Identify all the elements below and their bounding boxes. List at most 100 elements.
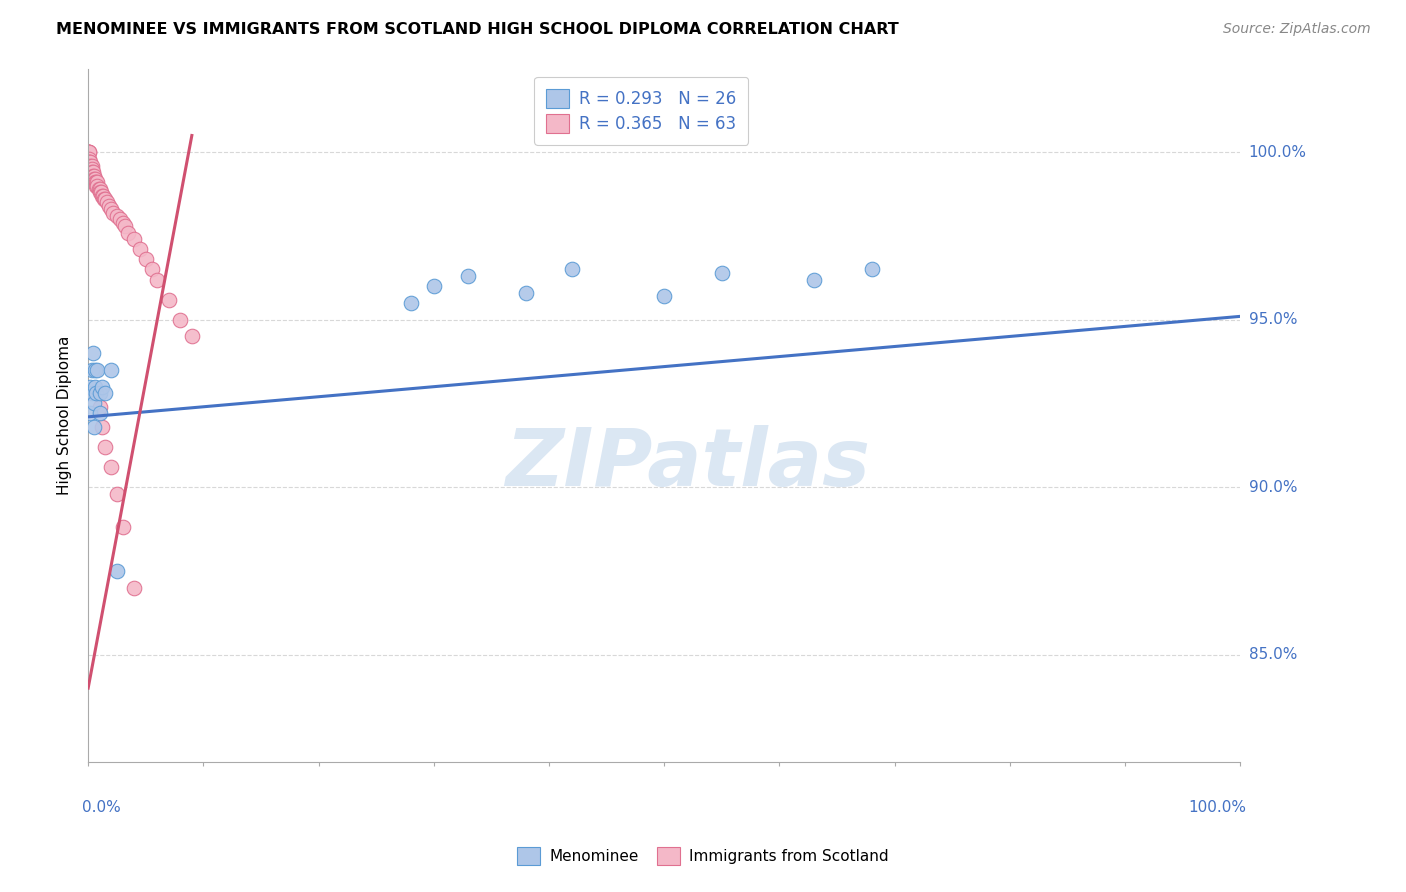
Point	[77, 145, 100, 160]
Point	[79, 165, 101, 179]
Text: 95.0%: 95.0%	[1249, 312, 1298, 327]
Point	[157, 293, 180, 307]
Point	[80, 386, 103, 401]
Point	[80, 159, 103, 173]
Text: 0.0%: 0.0%	[83, 800, 121, 815]
Point	[94, 440, 117, 454]
Point	[111, 520, 134, 534]
Point	[146, 272, 169, 286]
Point	[89, 386, 111, 401]
Point	[129, 243, 152, 257]
Point	[84, 380, 107, 394]
Point	[86, 175, 108, 189]
Point	[105, 564, 128, 578]
Text: MENOMINEE VS IMMIGRANTS FROM SCOTLAND HIGH SCHOOL DIPLOMA CORRELATION CHART: MENOMINEE VS IMMIGRANTS FROM SCOTLAND HI…	[56, 22, 898, 37]
Point	[79, 155, 101, 169]
Point	[180, 329, 202, 343]
Point	[105, 487, 128, 501]
Point	[561, 262, 583, 277]
Point	[83, 169, 105, 183]
Point	[100, 202, 122, 217]
Point	[94, 192, 117, 206]
Point	[79, 380, 101, 394]
Point	[84, 172, 107, 186]
Point	[91, 188, 114, 202]
Point	[90, 186, 112, 200]
Text: 100.0%: 100.0%	[1249, 145, 1306, 160]
Point	[83, 396, 105, 410]
Point	[86, 178, 108, 193]
Point	[84, 178, 107, 193]
Point	[93, 192, 115, 206]
Point	[91, 420, 114, 434]
Text: ZIPatlas: ZIPatlas	[505, 425, 870, 503]
Point	[79, 159, 101, 173]
Y-axis label: High School Diploma: High School Diploma	[58, 335, 72, 495]
Point	[82, 165, 104, 179]
Point	[79, 169, 101, 183]
Point	[96, 195, 118, 210]
Point	[84, 175, 107, 189]
Point	[94, 386, 117, 401]
Point	[91, 380, 114, 394]
Point	[77, 145, 100, 160]
Point	[111, 216, 134, 230]
Legend: R = 0.293   N = 26, R = 0.365   N = 63: R = 0.293 N = 26, R = 0.365 N = 63	[534, 77, 748, 145]
Point	[89, 400, 111, 414]
Point	[83, 420, 105, 434]
Point	[97, 199, 120, 213]
Text: 100.0%: 100.0%	[1188, 800, 1246, 815]
Point	[79, 145, 101, 160]
Point	[122, 232, 145, 246]
Point	[79, 145, 101, 160]
Point	[77, 145, 100, 160]
Point	[79, 155, 101, 169]
Point	[122, 581, 145, 595]
Point	[100, 460, 122, 475]
Point	[83, 172, 105, 186]
Point	[169, 312, 191, 326]
Point	[79, 159, 101, 173]
Point	[84, 363, 107, 377]
Point	[79, 407, 101, 421]
Point	[79, 152, 101, 166]
Point	[82, 346, 104, 360]
Point	[79, 155, 101, 169]
Point	[89, 186, 111, 200]
Point	[515, 285, 537, 300]
Point	[105, 209, 128, 223]
Point	[652, 289, 675, 303]
Point	[87, 182, 110, 196]
Point	[89, 407, 111, 421]
Point	[135, 252, 157, 267]
Point	[79, 161, 101, 176]
Point	[710, 266, 733, 280]
Point	[100, 363, 122, 377]
Point	[103, 205, 125, 219]
Point	[82, 172, 104, 186]
Point	[80, 169, 103, 183]
Text: Source: ZipAtlas.com: Source: ZipAtlas.com	[1223, 22, 1371, 37]
Point	[91, 188, 114, 202]
Point	[89, 182, 111, 196]
Legend: Menominee, Immigrants from Scotland: Menominee, Immigrants from Scotland	[512, 841, 894, 871]
Point	[80, 165, 103, 179]
Point	[82, 169, 104, 183]
Point	[860, 262, 883, 277]
Text: 85.0%: 85.0%	[1249, 647, 1296, 662]
Point	[457, 269, 479, 284]
Point	[114, 219, 136, 233]
Point	[117, 226, 139, 240]
Point	[77, 145, 100, 160]
Point	[84, 386, 107, 401]
Text: 90.0%: 90.0%	[1249, 480, 1298, 495]
Point	[80, 363, 103, 377]
Point	[80, 161, 103, 176]
Point	[399, 296, 422, 310]
Point	[803, 272, 825, 286]
Point	[110, 212, 132, 227]
Point	[141, 262, 163, 277]
Point	[86, 363, 108, 377]
Point	[84, 175, 107, 189]
Point	[77, 145, 100, 160]
